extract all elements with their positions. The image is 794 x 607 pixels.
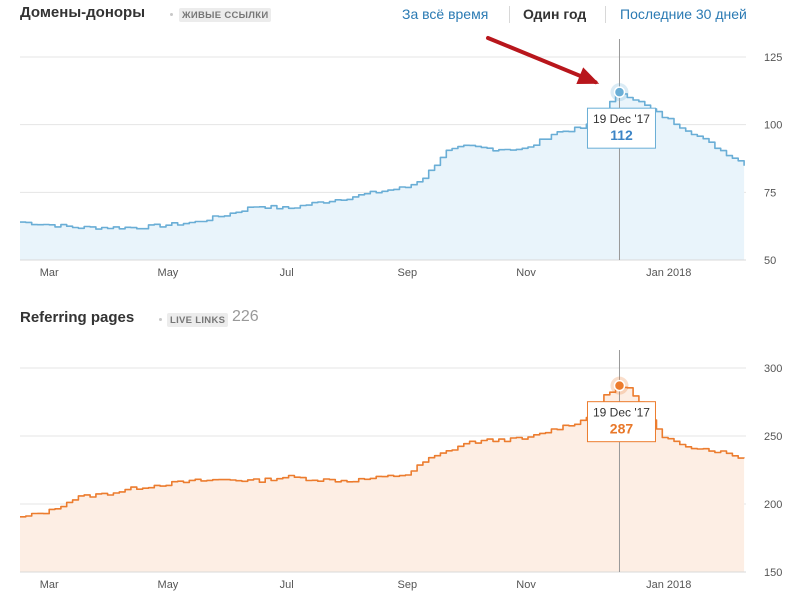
- series-line: [20, 386, 745, 518]
- range-divider: [605, 6, 606, 23]
- tooltip-value: 112: [610, 127, 633, 143]
- x-tick-label: Mar: [40, 579, 59, 591]
- tooltip-box: [586, 107, 656, 149]
- range-divider: [509, 6, 510, 23]
- separator-dot: [170, 13, 173, 16]
- y-tick-label: 100: [764, 120, 782, 132]
- tooltip-date: 19 Dec '17: [593, 406, 650, 420]
- series-area: [20, 93, 745, 261]
- chart1-plot[interactable]: 125 100 75 50 Mar May Jul Sep Nov Jan 2018 19 Dec …: [0, 0, 794, 290]
- tooltip-value: 287: [610, 421, 634, 437]
- x-tick-label: Sep: [398, 267, 418, 279]
- y-tick-label: 200: [764, 499, 782, 511]
- y-tick-label: 125: [764, 52, 782, 64]
- x-tick-label: Nov: [516, 267, 536, 279]
- range-one-year[interactable]: Один год: [523, 6, 587, 22]
- range-all-time[interactable]: За всё время: [402, 6, 489, 22]
- x-tick-label: Sep: [398, 579, 418, 591]
- y-tick-label: 150: [764, 567, 782, 579]
- chart2-title: Referring pages: [20, 309, 135, 326]
- x-tick-label: May: [158, 579, 179, 591]
- annotation-arrow-shaft: [486, 36, 598, 85]
- x-tick-label: Nov: [516, 579, 536, 591]
- chart1-badge: ЖИВЫЕ ССЫЛКИ: [179, 8, 272, 22]
- x-tick-label: Jul: [280, 579, 294, 591]
- separator-dot: [159, 318, 162, 321]
- tooltip-date: 19 Dec '17: [593, 112, 650, 126]
- y-tick-label: 50: [764, 255, 776, 267]
- y-tick-label: 250: [764, 431, 782, 443]
- annotation-arrow-head: [576, 67, 600, 85]
- chart2-badge: LIVE LINKS: [167, 313, 229, 327]
- series-line: [20, 93, 745, 230]
- peak-marker: [613, 86, 626, 98]
- y-tick-label: 300: [764, 363, 782, 375]
- series-area: [20, 387, 745, 572]
- tooltip-box: [586, 401, 656, 443]
- x-tick-label: Mar: [40, 267, 59, 279]
- x-tick-label: May: [158, 267, 179, 279]
- x-tick-label: Jan 2018: [646, 579, 691, 591]
- x-tick-label: Jan 2018: [646, 267, 691, 279]
- peak-marker: [613, 379, 626, 392]
- chart2-count: 226: [232, 308, 259, 325]
- chart1-title: Домены-доноры: [20, 4, 146, 21]
- y-tick-label: 75: [764, 187, 776, 199]
- x-tick-label: Jul: [280, 267, 294, 279]
- range-last-30-days[interactable]: Последние 30 дней: [620, 6, 747, 22]
